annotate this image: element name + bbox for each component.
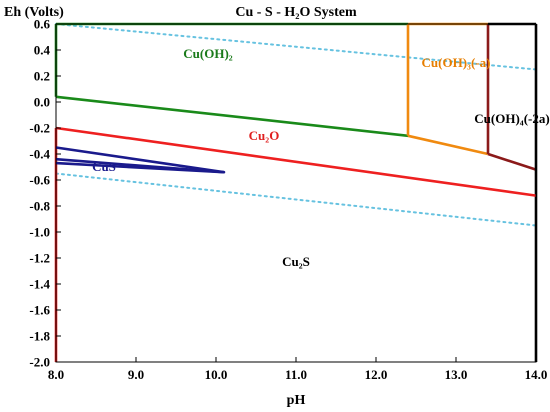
y-tick-label: -1.4 [29,277,50,292]
y-tick-label: 0.2 [34,69,50,84]
x-tick-label: 8.0 [48,367,64,382]
boundary-line-5 [55,95,409,138]
x-tick-label: 10.0 [205,367,228,382]
y-tick-label: -2.0 [29,355,50,370]
y-axis-title: Eh (Volts) [4,5,64,20]
y-tick-label: -1.0 [29,225,50,240]
plot-frame [55,23,537,363]
x-tick-label: 9.0 [128,367,144,382]
boundary-line-10 [487,152,537,171]
y-tick-label: -0.4 [29,147,50,162]
region-label-5: CuS [92,159,116,174]
x-tick-label: 12.0 [365,367,388,382]
boundary-line-13 [55,126,537,197]
region-label-3: Cu(OH)₄(-2a) [474,111,549,126]
y-tick-label: -1.8 [29,329,50,344]
boundary-line-16 [55,157,225,174]
y-tick-label: -1.2 [29,251,50,266]
axis-ticks: 8.0 9.0 10.0 11.0 12.0 13.0 14.0 0.6 0.4 0.2 0.0 -0… [29,17,547,383]
region-label-2: Cu(OH)₃(-a) [422,55,491,70]
y-tick-label: 0.4 [34,43,51,58]
y-tick-label: -0.2 [29,121,50,136]
y-tick-label: 0.0 [34,95,50,110]
region-label-1: Cu(OH)₂ [183,46,233,61]
x-tick-label: 13.0 [445,367,468,382]
y-tick-label: 0.6 [34,17,51,32]
y-tick-label: -1.6 [29,303,50,318]
chart-title: Cu - S - H₂O System [235,5,357,20]
x-tick-label: 14.0 [525,367,548,382]
x-axis-title: pH [287,393,306,408]
boundary-line-1 [55,23,537,71]
region-label-4: Cu₂O [249,128,280,143]
region-label-6: Cu₂S [282,254,310,269]
y-tick-label: -0.8 [29,199,50,214]
x-tick-label: 11.0 [285,367,307,382]
y-tick-label: -0.6 [29,173,50,188]
plot-area [54,22,538,362]
boundary-line-8 [407,134,489,156]
boundary-line-2 [55,172,537,227]
region-labels: Cu(OH)₂ Cu(OH)₃(-a) Cu(OH)₄(-2a) Cu₂O CuS Cu₂… [92,46,550,269]
